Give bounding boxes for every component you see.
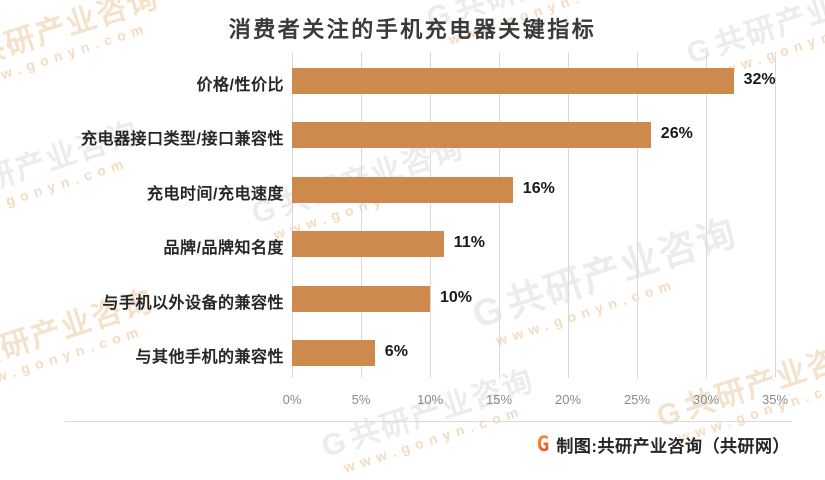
footer-separator [65, 421, 792, 422]
category-label: 品牌/品牌知名度 [163, 240, 284, 258]
bar [292, 231, 444, 258]
gridline [706, 52, 707, 378]
category-label: 与其他手机的兼容性 [135, 349, 284, 366]
category-label: 充电器接口类型/接口兼容性 [81, 131, 284, 149]
credit-line: G 制图:共研产业咨询（共研网） [537, 432, 790, 457]
gridline [568, 52, 569, 378]
value-label: 16% [522, 179, 555, 197]
x-axis-tick-label: 25% [623, 392, 651, 407]
bar [292, 122, 651, 149]
value-label: 10% [440, 288, 473, 306]
gridline [499, 52, 500, 378]
gridline [637, 52, 638, 378]
gridline [361, 52, 362, 378]
category-label: 充电时间/充电速度 [147, 185, 284, 203]
x-axis-tick-label: 30% [692, 392, 720, 407]
x-axis-tick-label: 35% [761, 392, 789, 407]
value-label: 6% [384, 343, 408, 360]
x-axis-tick-label: 20% [554, 392, 582, 407]
bar [292, 176, 513, 203]
bar [292, 340, 375, 366]
value-label: 26% [660, 125, 693, 143]
category-label: 与手机以外设备的兼容性 [102, 294, 284, 312]
category-label: 价格/性价比 [196, 77, 284, 94]
gridline [292, 52, 293, 378]
credit-text: 制图:共研产业咨询（共研网） [556, 437, 790, 456]
x-axis-tick-label: 0% [282, 392, 302, 407]
gonyn-logo-icon: G [536, 432, 550, 456]
value-label: 11% [453, 234, 485, 252]
bar [292, 285, 430, 312]
chart-title: 消费者关注的手机充电器关键指标 [228, 17, 597, 42]
x-axis-tick-label: 5% [351, 392, 371, 407]
gridline [430, 52, 431, 378]
gridline [775, 52, 776, 378]
value-label: 32% [743, 71, 776, 88]
x-axis-tick-label: 15% [485, 392, 513, 407]
bar [292, 68, 734, 94]
x-axis-tick-label: 10% [416, 392, 444, 407]
